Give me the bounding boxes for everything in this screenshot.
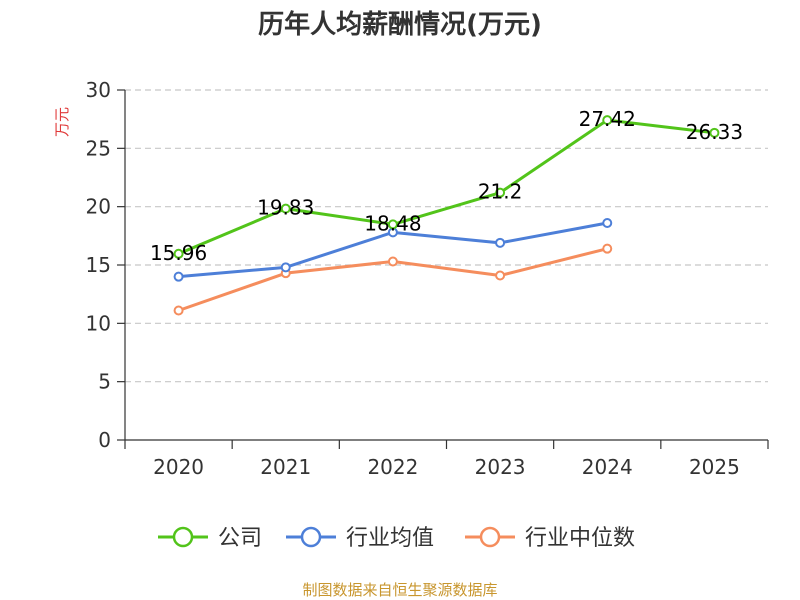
series-group (173, 115, 720, 316)
legend-marker (479, 526, 501, 548)
data-point (495, 237, 506, 248)
x-tick-label: 2025 (689, 455, 740, 479)
data-point (495, 270, 506, 281)
data-point (280, 203, 291, 214)
y-tick-label: 25 (86, 136, 111, 160)
data-label: 19.83 (257, 196, 314, 220)
y-tick-label: 0 (98, 428, 111, 452)
data-label: 27.42 (579, 107, 636, 131)
x-tick-label: 2021 (260, 455, 311, 479)
gridlines (125, 89, 768, 383)
legend-label: 公司 (218, 526, 262, 551)
x-tick-label: 2023 (475, 455, 526, 479)
data-label: 21.2 (478, 180, 523, 204)
y-tick-label: 5 (98, 370, 111, 394)
data-label: 26.33 (686, 120, 743, 144)
data-point (602, 115, 613, 126)
data-point (280, 262, 291, 273)
legend: 公司 行业均值 行业中位数 (158, 526, 635, 551)
y-tick-label: 15 (86, 253, 111, 277)
x-tick-label: 2020 (153, 455, 204, 479)
y-tick-label: 10 (86, 311, 111, 335)
legend-marker (172, 526, 194, 548)
legend-label: 行业中位数 (525, 526, 635, 551)
data-point (602, 218, 613, 228)
data-label: 15.96 (150, 241, 207, 265)
data-point (173, 271, 184, 282)
data-point (602, 243, 613, 254)
series-line (178, 118, 715, 256)
y-tick-label: 30 (86, 78, 111, 102)
source-note: 制图数据来自恒生聚源数据库 (302, 581, 497, 599)
legend-marker (300, 526, 322, 548)
data-point (709, 127, 720, 138)
x-tick-label: 2022 (367, 455, 418, 479)
x-tick-label: 2024 (582, 455, 633, 479)
y-axis-label: 万元 (53, 107, 71, 137)
data-point (173, 305, 184, 316)
y-tick-label: 20 (86, 195, 111, 219)
legend-label: 行业均值 (346, 526, 434, 551)
data-point (387, 256, 398, 267)
data-point (173, 248, 184, 259)
chart-title: 历年人均薪酬情况(万元) (258, 9, 542, 40)
data-label: 18.48 (364, 211, 421, 235)
data-labels: 15.96 19.83 18.48 21.2 27.42 26.33 (150, 107, 743, 265)
data-point (495, 187, 506, 198)
data-point (387, 219, 398, 230)
